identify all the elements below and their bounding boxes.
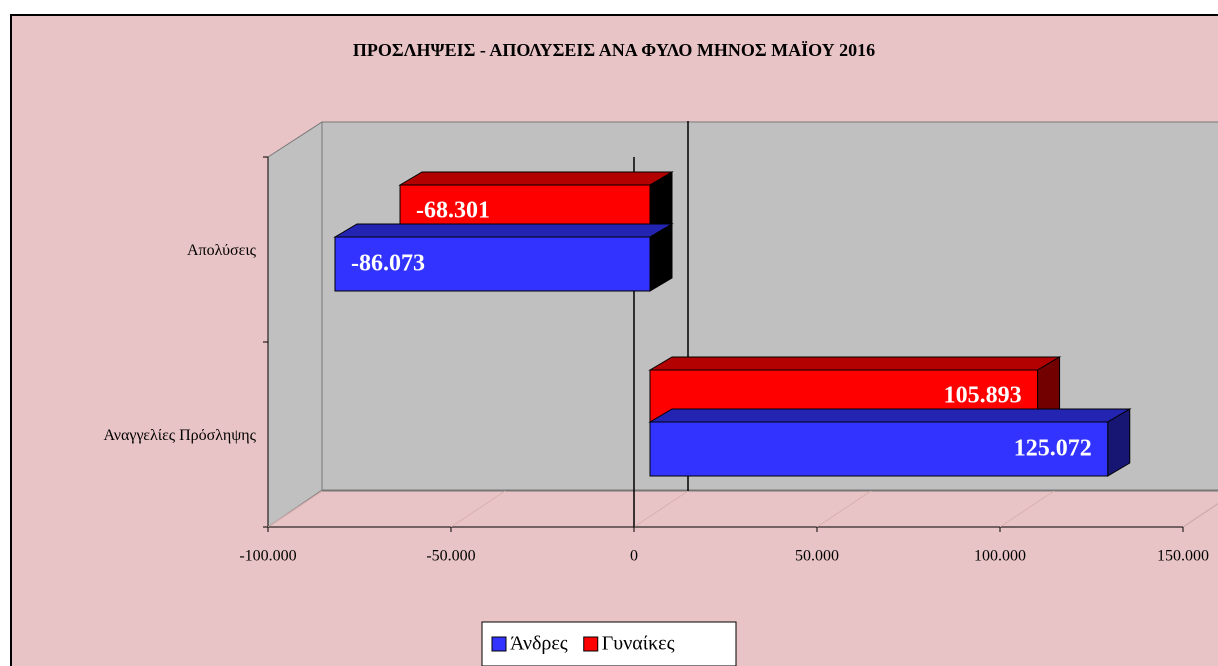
x-tick-label: 0	[630, 548, 638, 565]
y-tick-label: Αναγγελίες Πρόσληψης	[103, 427, 256, 444]
legend-swatch	[491, 636, 507, 652]
legend: Άνδρες Γυναίκες	[481, 621, 737, 666]
bar-top	[333, 223, 674, 238]
data-label: 125.072	[1014, 436, 1092, 462]
bar	[334, 236, 651, 292]
bar-top	[648, 408, 1132, 423]
grid-line	[633, 490, 689, 528]
bar-top	[398, 171, 674, 186]
legend-label: Άνδρες	[510, 633, 568, 655]
side-wall	[267, 121, 323, 528]
x-tick-label: -50.000	[426, 548, 475, 565]
legend-swatch	[583, 636, 599, 652]
data-label: -68.301	[416, 198, 490, 224]
y-tick-label: Απολύσεις	[187, 242, 257, 259]
chart-title: ΠΡΟΣΛΗΨΕΙΣ - ΑΠΟΛΥΣΕΙΣ ΑΝΑ ΦΥΛΟ ΜΗΝΟΣ ΜΑ…	[353, 40, 875, 60]
data-label: -86.073	[351, 251, 425, 277]
data-label: 105.893	[944, 383, 1022, 409]
grid-line	[999, 490, 1055, 528]
grid-line	[816, 490, 872, 528]
grid-line	[1182, 503, 1218, 528]
legend-box	[481, 621, 737, 666]
x-tick-label: 100.000	[974, 548, 1026, 565]
x-tick-label: -100.000	[239, 548, 296, 565]
grid-line	[267, 490, 323, 528]
grid-line	[450, 490, 506, 528]
x-tick-label: 150.000	[1157, 548, 1209, 565]
bar-top	[648, 356, 1062, 371]
floor	[266, 490, 1218, 528]
x-tick-label: 50.000	[795, 548, 839, 565]
legend-label: Γυναίκες	[602, 633, 675, 655]
bar	[649, 421, 1109, 477]
